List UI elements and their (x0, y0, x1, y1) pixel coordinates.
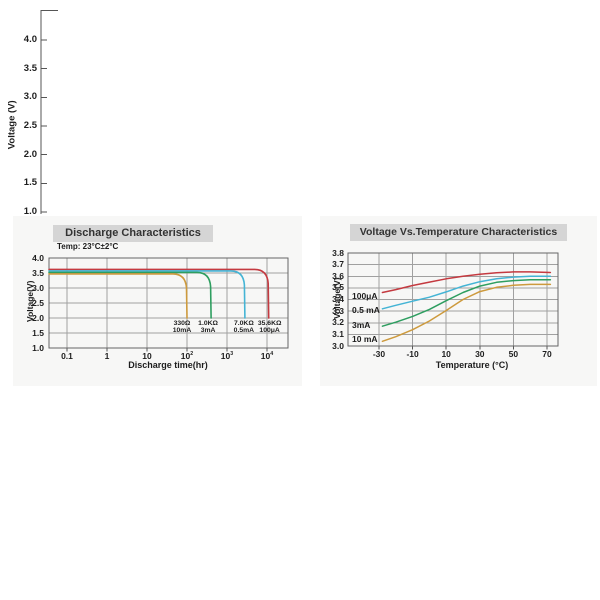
curve-annotation: 7.0KΩ (233, 319, 254, 327)
curve-label: 3mA (352, 319, 371, 330)
vt-curves (381, 271, 552, 343)
fragment-tick-label: 2.5 (23, 120, 37, 131)
y-tick-label: 3.4 (332, 294, 344, 304)
y-tick-label: 1.0 (32, 342, 44, 353)
discharge-title: Discharge Characteristics (53, 225, 213, 242)
y-tick-label: 2.0 (32, 312, 44, 323)
y-tick-label: 3.5 (332, 282, 344, 293)
x-tick-label: -30 (372, 349, 386, 359)
y-tick-label: 3.1 (332, 328, 344, 339)
curve-annotation: 10mA (172, 326, 192, 334)
y-tick-label: 2.5 (32, 297, 44, 308)
curve-annotation: 1.0KΩ (198, 319, 218, 327)
top-axis-fragment (40, 9, 58, 214)
vt-xlabel: Temperature (°C) (435, 360, 509, 370)
vt-chart-panel (320, 216, 597, 386)
y-tick-label: 3.7 (332, 259, 344, 270)
x-tick-label: 1 (104, 350, 110, 361)
vt-title: Voltage Vs.Temperature Characteristics (350, 224, 567, 241)
discharge-xlabel: Discharge time(hr) (128, 360, 208, 370)
y-tick-label: 4.0 (32, 252, 44, 263)
curve-annotation: 0.5mA (233, 326, 255, 334)
y-tick-label: 3.8 (332, 247, 344, 258)
y-tick-label: 3.3 (332, 305, 344, 316)
y-tick-label: 3.6 (332, 270, 344, 281)
x-tick-label: 103 (220, 350, 234, 361)
fragment-tick-label: 1.5 (23, 177, 37, 189)
fragment-tick-label: 3.5 (23, 62, 37, 74)
x-tick-label: -10 (406, 349, 419, 359)
fragment-tick-label: 2.0 (23, 148, 37, 160)
curve-annotation: 3mA (200, 326, 216, 334)
discharge-chart-panel (13, 216, 302, 386)
discharge-curves (48, 268, 270, 319)
y-tick-label: 3.0 (332, 340, 344, 351)
y-tick-label: 3.2 (332, 317, 344, 328)
x-tick-label: 0.1 (61, 350, 73, 361)
x-tick-label: 50 (508, 349, 519, 359)
temp-note: Temp: 23°C±2°C (57, 242, 119, 251)
curve-annotation: 100μA (259, 326, 280, 334)
x-tick-label: 10 (441, 349, 451, 359)
x-tick-label: 30 (475, 349, 485, 359)
curve-label: 10 mA (352, 333, 378, 344)
vt-grid (347, 252, 559, 350)
x-tick-label: 70 (542, 349, 552, 359)
y-tick-label: 3.0 (32, 282, 44, 293)
x-tick-label: 10 (142, 350, 152, 361)
fragment-tick-label: 4.0 (23, 34, 37, 45)
fragment-tick-label: 1.0 (23, 206, 37, 218)
curve-label: 0.5 mA (352, 305, 380, 316)
x-tick-label: 102 (180, 350, 194, 361)
x-tick-label: 104 (260, 350, 274, 361)
y-tick-label: 1.5 (32, 327, 44, 338)
curve-label: 100μA (352, 291, 378, 302)
curve-annotation: 35.6KΩ (257, 319, 282, 327)
y-tick-label: 3.5 (32, 267, 44, 278)
fragment-tick-label: 3.0 (23, 91, 37, 103)
curve-annotation: 330Ω (173, 319, 191, 327)
